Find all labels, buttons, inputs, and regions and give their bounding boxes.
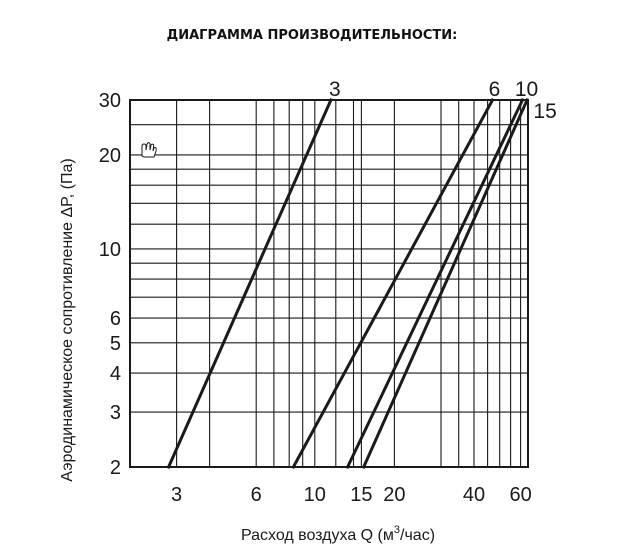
x-tick-label: 6 [251, 484, 262, 506]
series-label-3: 3 [329, 78, 341, 101]
grid [130, 99, 529, 468]
chart-title: ДИАГРАММА ПРОИЗВОДИТЕЛЬНОСТИ: [166, 28, 458, 43]
y-tick-label: 30 [99, 90, 121, 112]
y-tick-label: 6 [110, 308, 121, 330]
series-label-15: 15 [533, 100, 556, 123]
series-label-6: 6 [489, 78, 501, 101]
x-tick-label: 40 [463, 484, 485, 506]
y-tick-label: 20 [99, 145, 121, 167]
series-line-15 [361, 98, 530, 469]
x-tick-label: 60 [509, 484, 531, 506]
x-tick-labels: 3 6 10 15 20 40 60 [171, 484, 532, 506]
series-label-10: 10 [515, 78, 538, 101]
y-tick-label: 10 [99, 239, 121, 261]
series-lines [166, 97, 530, 470]
y-tick-label: 4 [110, 363, 121, 385]
x-tick-label: 20 [383, 484, 405, 506]
x-tick-label: 15 [350, 484, 372, 506]
x-tick-label: 10 [304, 484, 326, 506]
y-tick-label: 2 [110, 457, 121, 479]
plot-frame [129, 99, 529, 468]
y-axis-label: Аэродинамическое сопротивление ΔP, (Па) [59, 158, 76, 481]
series-line-3 [166, 98, 333, 469]
x-tick-label: 3 [171, 484, 182, 506]
x-axis-label: Расход воздуха Q (м3/час) [241, 524, 435, 544]
series-line-6 [291, 97, 495, 470]
series-line-10 [345, 98, 525, 469]
y-tick-label: 5 [110, 333, 121, 355]
hand-cursor-icon [141, 142, 157, 158]
y-tick-labels: 2 3 4 5 6 10 20 30 [99, 90, 121, 479]
y-tick-label: 3 [110, 402, 121, 424]
